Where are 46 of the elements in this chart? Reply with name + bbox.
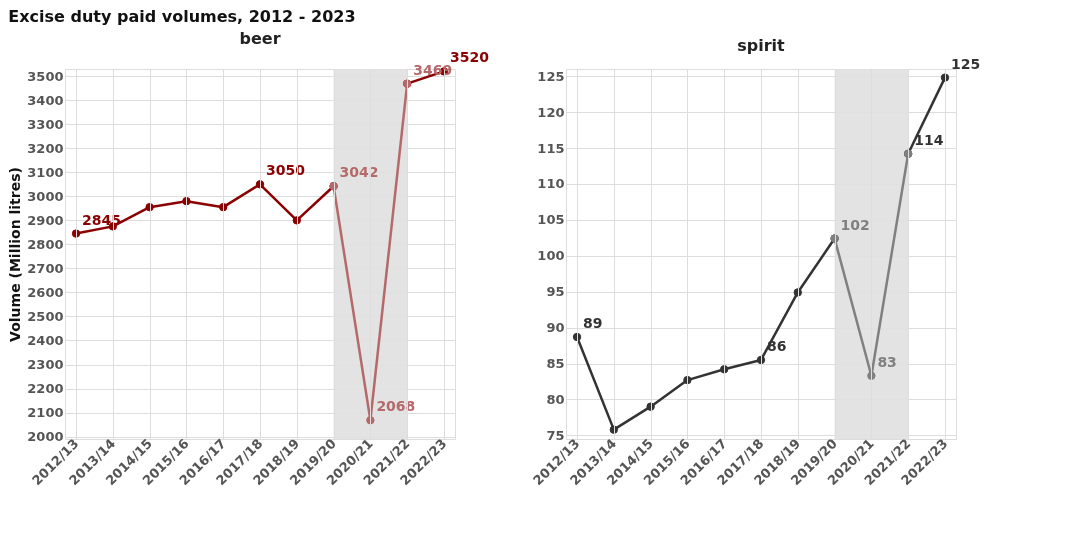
data-label: 89: [583, 314, 603, 331]
data-label: 2068: [376, 398, 416, 415]
y-tick-label: 2000: [27, 429, 64, 445]
chart-title: Excise duty paid volumes, 2012 - 2023: [8, 6, 356, 26]
point: [71, 229, 81, 238]
data-label: 114: [914, 131, 944, 148]
point: [609, 425, 619, 434]
y-tick-label: 115: [537, 140, 565, 156]
y-tick-label: 2100: [27, 405, 64, 421]
data-label: 3042: [339, 164, 379, 181]
point: [182, 196, 191, 206]
y-tick-label: 2200: [27, 381, 64, 397]
y-axis-title: Volume (Million litres): [7, 167, 24, 342]
chart-title: spirit: [737, 35, 786, 55]
y-tick-label: 105: [537, 212, 565, 228]
y-tick-label: 85: [546, 356, 565, 372]
data-label: 125: [950, 55, 981, 72]
y-tick-label: 3100: [27, 164, 64, 180]
y-tick-label: 2900: [27, 212, 64, 228]
y-tick-label: 110: [537, 176, 565, 192]
point: [793, 288, 802, 297]
y-tick-label: 3000: [27, 188, 64, 204]
y-tick-label: 3300: [27, 116, 64, 132]
y-tick-label: 80: [546, 391, 565, 407]
point: [683, 375, 692, 385]
y-tick-label: 2500: [27, 308, 64, 324]
point: [646, 402, 655, 411]
y-tick-label: 3200: [27, 140, 64, 156]
data-label: 83: [877, 353, 897, 370]
y-tick-label: 125: [537, 68, 565, 84]
y-tick-label: 2600: [27, 284, 64, 300]
y-tick-label: 2400: [27, 332, 64, 348]
y-tick-label: 75: [546, 427, 565, 443]
point: [145, 202, 154, 212]
y-tick-label: 2700: [27, 260, 64, 276]
y-tick-label: 100: [537, 248, 565, 264]
y-tick-label: 95: [546, 284, 565, 300]
y-tick-label: 2300: [27, 357, 64, 373]
y-tick-label: 90: [546, 320, 565, 336]
y-tick-label: 120: [537, 104, 565, 120]
y-tick-label: 3500: [27, 68, 64, 84]
data-label: 102: [840, 216, 870, 233]
chart-subtitle: beer: [239, 29, 281, 49]
y-tick-label: 3400: [27, 92, 64, 108]
data-label: 3050: [266, 162, 306, 179]
y-tick-label: 2800: [27, 236, 64, 252]
